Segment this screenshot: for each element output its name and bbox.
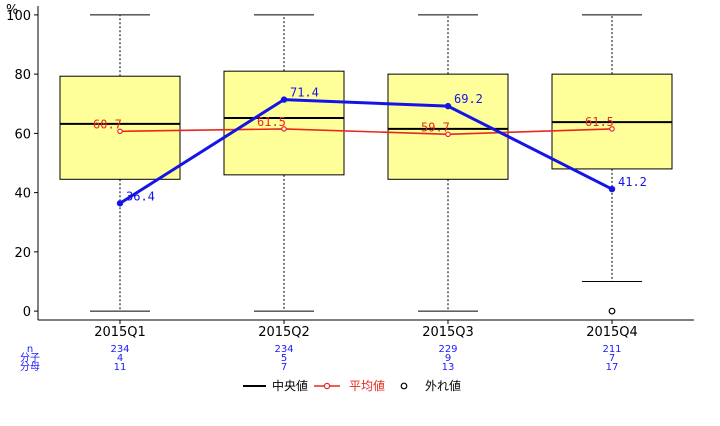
series-point xyxy=(609,126,615,132)
data-label: 61.5 xyxy=(257,115,286,129)
data-label: 59.7 xyxy=(421,120,450,134)
boxes xyxy=(59,14,673,315)
data-label: 60.7 xyxy=(93,117,122,131)
stats-value: 234 xyxy=(110,344,129,355)
series-point xyxy=(280,96,288,103)
axes: % 0 20 40 60 80 100 2015Q1 2015Q2 2015Q3 2015Q4 xyxy=(6,3,694,340)
stats-value: 211 xyxy=(602,344,621,355)
stats-table: n 234 234 229 211 分子 4 5 9 7 分母 11 7 13 17 xyxy=(20,344,622,373)
y-tick-label: 100 xyxy=(6,9,31,24)
y-unit-label: % xyxy=(6,3,18,18)
stats-value: 11 xyxy=(114,362,127,373)
stats-value: 229 xyxy=(438,344,457,355)
legend-label: 中央値 xyxy=(272,378,308,393)
y-tick-label: 40 xyxy=(14,187,31,202)
x-tick-label: 2015Q2 xyxy=(258,325,310,340)
series-point xyxy=(117,128,123,135)
legend: 中央値 平均値 外れ値 xyxy=(243,378,461,393)
x-tick-label: 2015Q1 xyxy=(94,325,146,340)
legend-point-outlier xyxy=(400,382,408,390)
data-label: 41.2 xyxy=(618,175,647,189)
box xyxy=(223,70,345,176)
legend-label: 外れ値 xyxy=(425,378,461,393)
stats-value: 7 xyxy=(281,362,287,373)
series-point xyxy=(445,131,451,138)
stats-value: 9 xyxy=(445,353,451,364)
data-label: 36.4 xyxy=(126,189,155,203)
x-tick-label: 2015Q3 xyxy=(422,325,474,340)
stats-row-label: n xyxy=(27,344,33,355)
box xyxy=(59,75,181,180)
legend-point-mean xyxy=(323,382,331,390)
series-lines: 60.7 61.5 59.7 61.5 36.4 71.4 69.2 41.2 xyxy=(93,86,647,207)
stats-row-label: 分子 xyxy=(20,352,40,364)
stats-value: 4 xyxy=(117,353,123,364)
y-tick-label: 80 xyxy=(14,68,31,83)
outlier-point xyxy=(608,307,616,315)
series-point xyxy=(281,126,287,132)
series-point xyxy=(608,185,616,193)
stats-value: 7 xyxy=(609,353,615,364)
data-label: 61.5 xyxy=(585,115,614,129)
stats-value: 5 xyxy=(281,353,287,364)
series-line xyxy=(119,128,613,136)
y-tick-label: 0 xyxy=(23,305,31,320)
stats-value: 17 xyxy=(606,362,619,373)
y-tick-label: 60 xyxy=(14,127,31,142)
data-label: 71.4 xyxy=(290,86,319,100)
stats-row-label: 分母 xyxy=(20,361,40,373)
series-line xyxy=(119,98,613,205)
y-tick-label: 20 xyxy=(14,246,31,261)
legend-label: 平均値 xyxy=(349,378,385,393)
data-label: 69.2 xyxy=(454,92,483,106)
stats-value: 234 xyxy=(274,344,293,355)
series-point xyxy=(444,102,452,110)
series-point xyxy=(116,200,124,207)
stats-value: 13 xyxy=(442,362,455,373)
x-tick-label: 2015Q4 xyxy=(586,325,638,340)
